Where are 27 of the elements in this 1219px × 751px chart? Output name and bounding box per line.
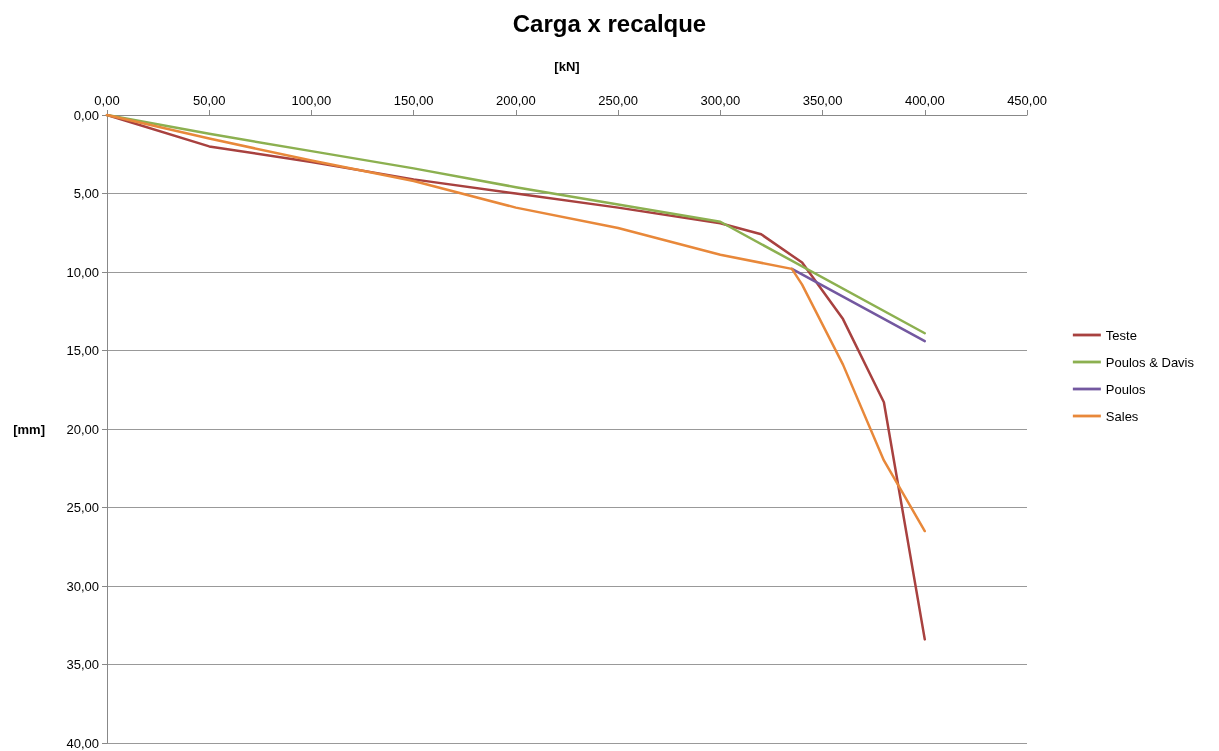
x-axis-title: [kN] (554, 59, 580, 74)
y-tick-label: 35,00 (66, 657, 99, 672)
x-tick-label: 200,00 (496, 93, 536, 108)
x-tick-label: 50,00 (192, 93, 226, 108)
x-tick-label: 150,00 (393, 93, 434, 108)
y-tick-label: 20,00 (66, 421, 99, 437)
x-tick-label: 450,00 (1007, 93, 1047, 108)
legend-label: Poulos & Davis (1105, 354, 1195, 370)
x-tick-label: 300,00 (700, 93, 741, 108)
y-tick-label: 30,00 (66, 578, 99, 594)
y-tick-label: 40,00 (66, 735, 99, 751)
y-tick-label: 10,00 (66, 264, 99, 280)
y-tick-label: 0,00 (73, 107, 99, 123)
line-series (105, 113, 927, 533)
legend-label: Poulos (1105, 381, 1147, 397)
x-tick-label: 250,00 (598, 93, 638, 108)
legend-label: Sales (1105, 408, 1139, 424)
x-tick-label: 0,00 (94, 93, 120, 108)
x-tick-label: 100,00 (291, 93, 332, 108)
y-axis-title: [mm] (13, 421, 45, 437)
chart-title: Carga x recalque (512, 9, 707, 37)
x-tick-label: 400,00 (904, 93, 945, 108)
legend-label: Teste (1105, 327, 1137, 343)
y-tick-label: 15,00 (66, 343, 99, 358)
y-tick-label: 5,00 (73, 186, 99, 201)
y-tick-label: 25,00 (66, 500, 99, 515)
x-tick-label: 350,00 (802, 93, 843, 108)
